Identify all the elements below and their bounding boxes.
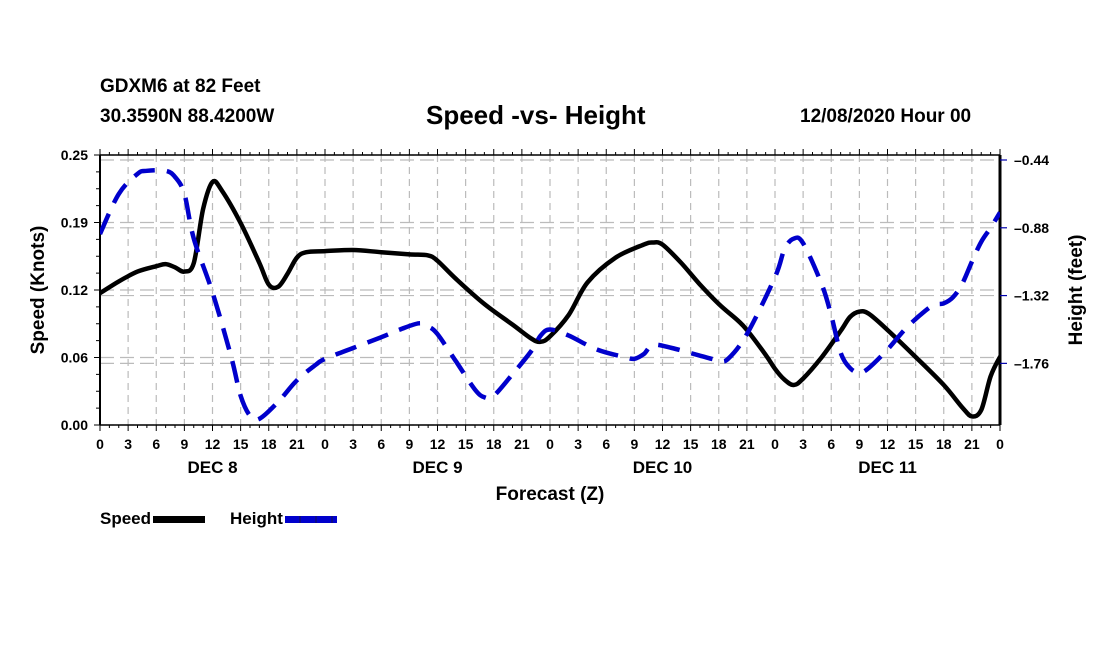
datetime-label: 12/08/2020 Hour 00: [800, 106, 972, 127]
y-tick-label: 0.12: [61, 282, 88, 298]
x-tick-label: 21: [739, 436, 755, 452]
x-tick-label: 18: [486, 436, 502, 452]
legend-speed: Speed: [100, 509, 206, 529]
y-tick-label: 0.25: [61, 147, 88, 163]
day-label: DEC 9: [412, 458, 462, 477]
day-label: DEC 11: [858, 458, 917, 477]
day-label: DEC 8: [187, 458, 237, 477]
station-label: GDXM6 at 82 Feet: [100, 76, 261, 97]
x-tick-label: 18: [261, 436, 277, 452]
y-axis-title: Speed (Knots): [28, 226, 49, 355]
x-tick-label: 15: [908, 436, 924, 452]
series-line-speed: [100, 178, 1000, 419]
grid: [99, 154, 1001, 426]
x-tick-label: 3: [124, 436, 132, 452]
x-tick-label: 3: [799, 436, 807, 452]
axis-ticks: [94, 149, 1007, 431]
x-tick-label: 6: [827, 436, 835, 452]
x-tick-label: 0: [321, 436, 329, 452]
x-tick-label: 0: [546, 436, 554, 452]
x-tick-label: 0: [996, 436, 1004, 452]
x-tick-label: 9: [855, 436, 863, 452]
x-tick-label: 18: [711, 436, 727, 452]
x-tick-label: 15: [683, 436, 699, 452]
x-tick-label: 6: [602, 436, 610, 452]
x-tick-label: 9: [180, 436, 188, 452]
x-tick-label: 21: [964, 436, 980, 452]
x-tick-label: 18: [936, 436, 952, 452]
series-line-height: [100, 167, 1000, 423]
x-tick-label: 12: [655, 436, 671, 452]
x-tick-label: 6: [152, 436, 160, 452]
x-tick-label: 3: [574, 436, 582, 452]
x-tick-label: 6: [377, 436, 385, 452]
x-tick-label: 3: [349, 436, 357, 452]
x-tick-label: 15: [233, 436, 249, 452]
x-tick-label: 9: [405, 436, 413, 452]
series-group: [100, 167, 1000, 423]
y2-tick-label: –1.32: [1014, 288, 1049, 304]
legend-height-label: Height: [230, 509, 283, 528]
coordinates-label: 30.3590N 88.4200W: [100, 106, 275, 127]
y2-tick-label: –0.44: [1014, 152, 1049, 168]
x-tick-label: 21: [289, 436, 305, 452]
x-tick-label: 15: [458, 436, 474, 452]
x-tick-label: 0: [96, 436, 104, 452]
x-tick-label: 0: [771, 436, 779, 452]
y-tick-label: 0.06: [61, 350, 88, 366]
legend-height: Height: [230, 509, 337, 529]
x-tick-label: 12: [430, 436, 446, 452]
legend-height-swatch: [284, 515, 337, 523]
y2-tick-label: –0.88: [1014, 220, 1049, 236]
x-tick-label: 21: [514, 436, 530, 452]
y2-tick-label: –1.76: [1014, 355, 1049, 371]
y-tick-label: 0.00: [61, 417, 88, 433]
day-label: DEC 10: [633, 458, 693, 477]
x-tick-label: 12: [880, 436, 896, 452]
x-tick-label: 9: [630, 436, 638, 452]
y-tick-label: 0.19: [61, 215, 88, 231]
x-axis-title: Forecast (Z): [496, 484, 605, 505]
axis-labels: 0 3 6 9 12 15 18 21 0 3 6 9 12 15 18 21 0 3 6 9 12 15 18 21 0 3 6 9…: [28, 147, 1087, 505]
legend-speed-swatch: [153, 515, 206, 523]
chart-title: Speed -vs- Height: [426, 100, 646, 130]
legend-speed-label: Speed: [100, 509, 152, 528]
x-tick-label: 12: [205, 436, 221, 452]
y2-axis-title: Height (feet): [1066, 235, 1087, 346]
